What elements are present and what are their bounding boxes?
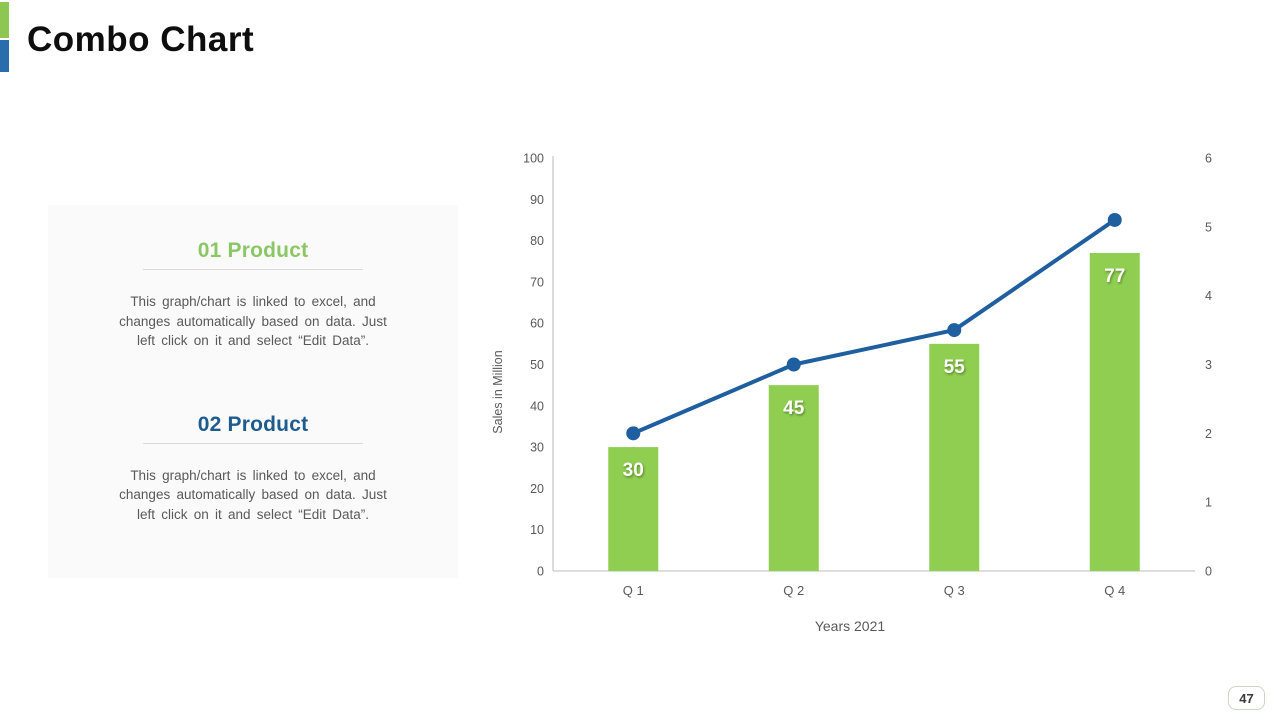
bar-data-label: 77 — [1104, 266, 1125, 287]
left-axis-tick-label: 20 — [530, 482, 544, 496]
left-axis-tick-label: 100 — [523, 152, 544, 166]
line-series — [626, 212, 1122, 441]
page-title: Combo Chart — [27, 20, 255, 59]
description-line: This graph/chart is linked to excel, and — [130, 467, 376, 483]
product-info-panel: 01 Product This graph/chart is linked to… — [48, 205, 458, 578]
right-axis-ticks: 0 1 2 3 4 5 6 — [1205, 152, 1212, 579]
x-axis-category-label: Q 4 — [1104, 583, 1125, 598]
x-axis-category-label: Q 3 — [944, 583, 965, 598]
right-axis-tick-label: 5 — [1205, 220, 1212, 234]
x-axis-labels: Q 1 Q 2 Q 3 Q 4 — [623, 583, 1125, 598]
product-1-description: This graph/chart is linked to excel, and… — [95, 292, 411, 351]
line-marker — [786, 357, 801, 372]
bar — [608, 447, 659, 571]
left-axis-tick-label: 0 — [537, 565, 544, 579]
description-line: changes automatically based on data. Jus… — [119, 487, 387, 502]
left-axis-tick-label: 10 — [530, 523, 544, 537]
bar-data-label: 45 — [783, 398, 805, 419]
page-number: 47 — [1239, 690, 1254, 706]
product-section-2: 02 Product This graph/chart is linked to… — [48, 413, 458, 525]
page-number-badge: 47 — [1228, 686, 1265, 710]
line-marker — [626, 426, 641, 441]
left-axis-tick-label: 40 — [530, 399, 544, 413]
line-marker — [947, 323, 962, 338]
right-axis-tick-label: 3 — [1205, 358, 1212, 372]
product-1-heading: 01 Product — [197, 239, 309, 262]
bar — [768, 385, 819, 571]
right-axis-tick-label: 0 — [1205, 565, 1212, 579]
product-2-heading: 02 Product — [197, 412, 309, 436]
product-2-divider — [143, 442, 363, 444]
left-axis-tick-label: 70 — [530, 275, 544, 289]
axes — [552, 156, 1195, 572]
left-axis-tick-label: 60 — [530, 317, 544, 331]
bar — [1089, 252, 1140, 572]
description-line: changes automatically based on data. Jus… — [119, 313, 387, 329]
right-axis-tick-label: 1 — [1205, 496, 1212, 510]
bar — [929, 343, 980, 571]
line-marker — [1107, 212, 1122, 227]
title-accent-green-bar — [0, 2, 9, 38]
left-axis-ticks: 0 10 20 30 40 50 60 70 80 90 100 — [523, 152, 544, 579]
right-axis-tick-label: 6 — [1205, 152, 1212, 166]
left-axis-tick-label: 50 — [530, 358, 544, 372]
product-2-description: This graph/chart is linked to excel, and… — [95, 466, 411, 525]
description-line: This graph/chart is linked to excel, and — [130, 294, 376, 309]
bar-data-label: 55 — [944, 357, 966, 378]
description-line: left click on it and select “Edit Data”. — [136, 506, 370, 522]
x-axis-title: Years 2021 — [815, 618, 886, 634]
line-path — [631, 217, 1117, 436]
left-axis-tick-label: 30 — [530, 441, 544, 455]
title-accent-blue-bar — [0, 40, 9, 72]
right-axis-tick-label: 2 — [1205, 427, 1212, 441]
left-axis-tick-label: 90 — [530, 193, 544, 207]
x-axis-category-label: Q 2 — [783, 583, 804, 598]
right-axis-tick-label: 4 — [1205, 289, 1212, 303]
product-section-1: 01 Product This graph/chart is linked to… — [48, 205, 458, 351]
x-axis-category-label: Q 1 — [623, 583, 644, 598]
bar-series: 30 45 55 77 — [608, 252, 1140, 572]
product-1-divider — [143, 269, 363, 270]
left-axis-title: Sales in Million — [491, 350, 505, 433]
left-axis-tick-label: 80 — [530, 234, 544, 248]
bar-data-label: 30 — [623, 460, 644, 481]
description-line: left click on it and select “Edit Data”. — [136, 333, 370, 348]
